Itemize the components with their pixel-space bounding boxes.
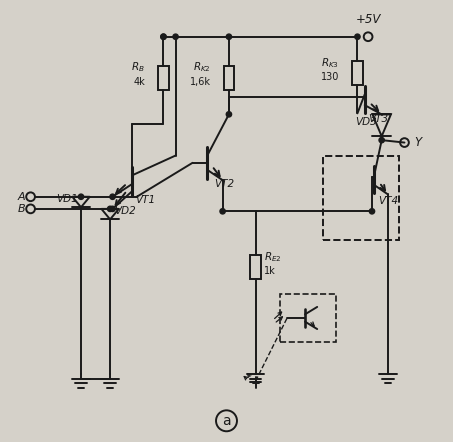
Circle shape xyxy=(110,206,115,212)
Circle shape xyxy=(110,194,115,199)
Bar xyxy=(250,255,261,279)
Text: VT2: VT2 xyxy=(214,179,235,189)
Bar xyxy=(224,66,234,90)
Text: VT1: VT1 xyxy=(135,195,155,205)
Bar xyxy=(158,66,169,90)
Text: VT4: VT4 xyxy=(378,196,398,206)
Text: 4k: 4k xyxy=(133,77,145,87)
Circle shape xyxy=(173,34,178,39)
Text: 130: 130 xyxy=(321,72,339,82)
Circle shape xyxy=(78,194,84,199)
Text: $R_{K2}$: $R_{K2}$ xyxy=(193,61,211,74)
Text: VD2: VD2 xyxy=(114,206,136,216)
Text: a: a xyxy=(222,414,231,428)
Circle shape xyxy=(161,34,166,39)
Text: VD1: VD1 xyxy=(56,194,77,204)
Text: A: A xyxy=(18,192,26,202)
Text: B: B xyxy=(18,204,26,214)
Circle shape xyxy=(226,34,231,39)
Bar xyxy=(352,61,363,85)
Text: VT3: VT3 xyxy=(368,114,388,124)
Text: 1k: 1k xyxy=(264,267,276,276)
Circle shape xyxy=(226,112,231,117)
Circle shape xyxy=(379,137,384,143)
Circle shape xyxy=(355,34,360,39)
Text: Y: Y xyxy=(414,136,421,149)
Circle shape xyxy=(220,209,225,214)
Bar xyxy=(280,294,336,342)
Circle shape xyxy=(107,206,113,212)
Bar xyxy=(323,156,399,240)
Text: $R_{K3}$: $R_{K3}$ xyxy=(321,56,339,70)
Circle shape xyxy=(369,209,375,214)
Text: +5V: +5V xyxy=(356,13,381,26)
Text: 1,6k: 1,6k xyxy=(189,77,211,87)
Text: $R_B$: $R_B$ xyxy=(131,61,145,74)
Text: VD3: VD3 xyxy=(355,117,377,127)
Circle shape xyxy=(161,34,166,39)
Text: $R_{E2}$: $R_{E2}$ xyxy=(264,250,282,263)
